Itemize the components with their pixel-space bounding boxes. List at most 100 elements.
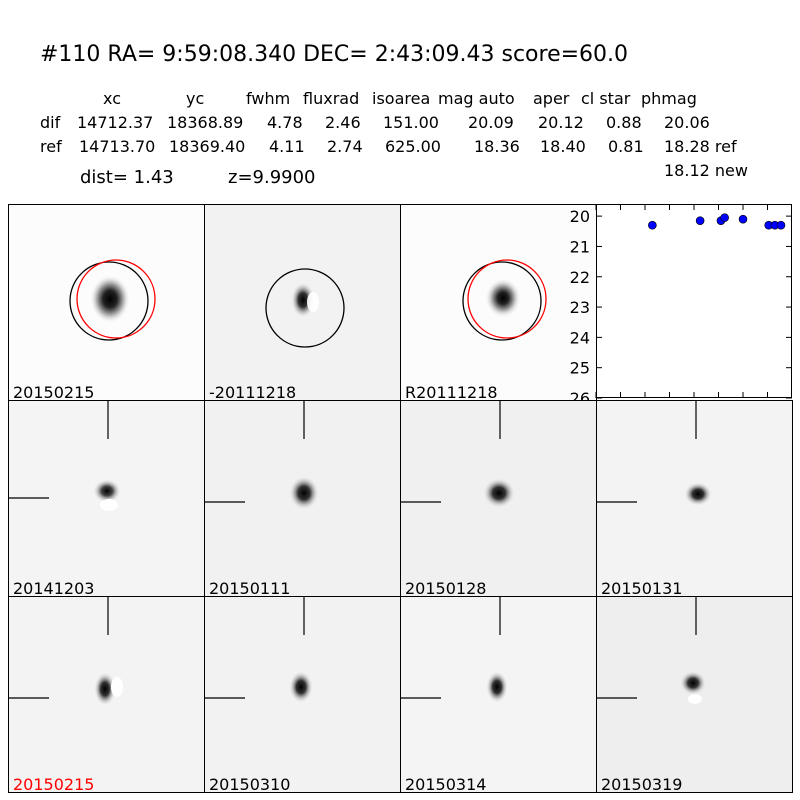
stamp-image xyxy=(401,597,508,703)
residual-blob xyxy=(307,292,319,312)
stamp-diff: -20111218 xyxy=(204,204,401,401)
stamp-label: R20111218 xyxy=(405,383,498,401)
y-tick-label: 21 xyxy=(570,237,590,256)
dif-xc: 14712.37 xyxy=(77,113,154,132)
stamp-image xyxy=(597,597,706,704)
new-mag: 18.12 new xyxy=(664,161,748,180)
residual-blob xyxy=(100,499,118,511)
data-point xyxy=(720,213,729,222)
z-value: z=9.9900 xyxy=(228,167,316,188)
ref-mag-auto: 18.36 xyxy=(474,137,520,156)
col-header-phmag: phmag xyxy=(641,89,697,108)
aperture-circle-red xyxy=(76,259,156,339)
stamp-image xyxy=(597,401,712,506)
col-header-isoarea: isoarea xyxy=(372,89,431,108)
col-header-aper: aper xyxy=(533,89,570,108)
stamp-ref-image xyxy=(462,259,547,341)
residual-blob xyxy=(688,694,702,704)
plot-frame xyxy=(596,204,792,398)
col-header-mag-auto: mag auto xyxy=(438,89,515,108)
row-label-ref: ref xyxy=(40,137,62,156)
data-point xyxy=(738,214,748,224)
stamp-label: 20150215 xyxy=(13,775,95,793)
stamp-label: 20141203 xyxy=(13,579,95,597)
stamp-label: 20150128 xyxy=(405,579,487,597)
stamp-new-image xyxy=(69,259,156,341)
stamp-ref: R20111218 xyxy=(400,204,597,401)
y-tick-label: 23 xyxy=(570,298,590,317)
col-header-fwhm: fwhm xyxy=(246,89,291,108)
source-blob xyxy=(684,482,712,506)
stamp-epoch-3: 20150128 xyxy=(400,400,597,597)
stamp-image xyxy=(205,597,313,703)
stamp-epoch-5: 20150215 xyxy=(8,596,205,793)
source-blob xyxy=(93,479,121,503)
dif-fluxrad: 2.46 xyxy=(325,113,361,132)
ref-yc: 18369.40 xyxy=(169,137,246,156)
stamp-label: -20111218 xyxy=(209,383,297,401)
stamp-image xyxy=(401,401,515,508)
aperture-circle-black xyxy=(462,261,542,341)
stamp-image xyxy=(205,401,319,510)
ref-xc: 14713.70 xyxy=(79,137,156,156)
stamp-epoch-1: 20141203 xyxy=(8,400,205,597)
stamp-diff-image xyxy=(265,268,345,348)
dif-phmag: 20.06 xyxy=(664,113,710,132)
col-header-xc: xc xyxy=(103,89,121,108)
dif-cl-star: 0.88 xyxy=(606,113,642,132)
stamp-image xyxy=(9,401,121,511)
dif-aper: 20.12 xyxy=(538,113,584,132)
data-point xyxy=(776,220,786,230)
aperture-circle-black xyxy=(265,268,345,348)
plot-points xyxy=(648,213,786,230)
stamp-image xyxy=(9,597,123,706)
y-tick-label: 22 xyxy=(570,268,590,287)
ref-fluxrad: 2.74 xyxy=(327,137,363,156)
dist-value: dist= 1.43 xyxy=(80,167,174,188)
data-point xyxy=(648,220,657,230)
ref-fwhm: 4.11 xyxy=(269,137,305,156)
ref-isoarea: 625.00 xyxy=(385,137,441,156)
stamp-epoch-6: 20150310 xyxy=(204,596,401,793)
stamp-epoch-7: 20150314 xyxy=(400,596,597,793)
page-title: #110 RA= 9:59:08.340 DEC= 2:43:09.43 sco… xyxy=(40,42,629,67)
stamp-label: 20150215 xyxy=(13,383,95,401)
stamp-label: 20150319 xyxy=(601,775,683,793)
ref-aper: 18.40 xyxy=(540,137,586,156)
y-tick-label: 20 xyxy=(570,207,590,226)
col-header-yc: yc xyxy=(186,89,205,108)
aperture-circle-black xyxy=(69,261,149,341)
source-blob xyxy=(94,672,116,706)
dif-yc: 18368.89 xyxy=(167,113,244,132)
stamp-new: 20150215 xyxy=(8,204,205,401)
source-blob xyxy=(289,476,319,510)
stamp-epoch-2: 20150111 xyxy=(204,400,401,597)
stamp-label: 20150111 xyxy=(209,579,291,597)
stamp-label: 20150310 xyxy=(209,775,291,793)
data-point xyxy=(695,216,705,225)
stamp-epoch-4: 20150131 xyxy=(596,400,793,597)
source-blob xyxy=(90,275,130,323)
ref-phmag: 18.28 ref xyxy=(664,137,737,156)
y-tick-label: 25 xyxy=(570,359,590,378)
aperture-circle-red xyxy=(467,259,547,339)
dif-fwhm: 4.78 xyxy=(267,113,303,132)
ref-cl-star: 0.81 xyxy=(608,137,644,156)
source-blob xyxy=(680,671,706,695)
stamp-epoch-8: 20150319 xyxy=(596,596,793,793)
source-blob xyxy=(289,671,313,703)
stamp-label: 20150131 xyxy=(601,579,683,597)
col-header-cl-star: cl star xyxy=(581,89,631,108)
dif-isoarea: 151.00 xyxy=(383,113,439,132)
source-blob xyxy=(485,278,521,318)
row-label-dif: dif xyxy=(40,113,61,132)
dif-mag-auto: 20.09 xyxy=(468,113,514,132)
col-header-fluxrad: fluxrad xyxy=(303,89,360,108)
source-blob xyxy=(486,671,508,703)
y-tick-label: 24 xyxy=(570,328,590,347)
source-blob xyxy=(483,478,515,508)
stamp-label: 20150314 xyxy=(405,775,487,793)
residual-blob xyxy=(111,677,123,697)
